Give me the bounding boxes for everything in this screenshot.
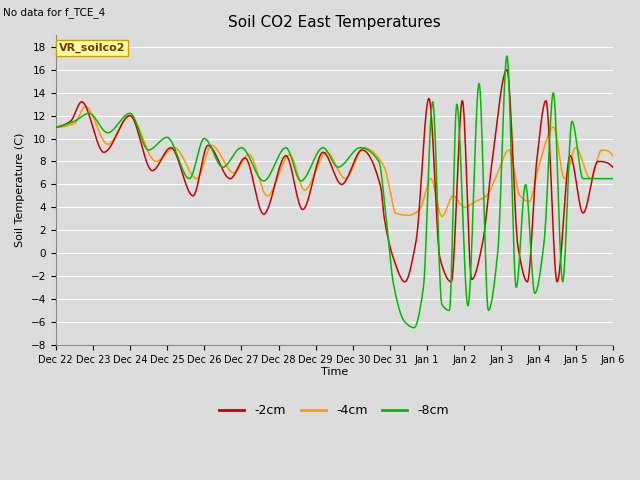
Text: VR_soilco2: VR_soilco2 xyxy=(58,43,125,53)
Legend: -2cm, -4cm, -8cm: -2cm, -4cm, -8cm xyxy=(214,399,454,422)
X-axis label: Time: Time xyxy=(321,367,348,377)
Title: Soil CO2 East Temperatures: Soil CO2 East Temperatures xyxy=(228,15,440,30)
Text: No data for f_TCE_4: No data for f_TCE_4 xyxy=(3,7,106,18)
Y-axis label: Soil Temperature (C): Soil Temperature (C) xyxy=(15,133,25,247)
